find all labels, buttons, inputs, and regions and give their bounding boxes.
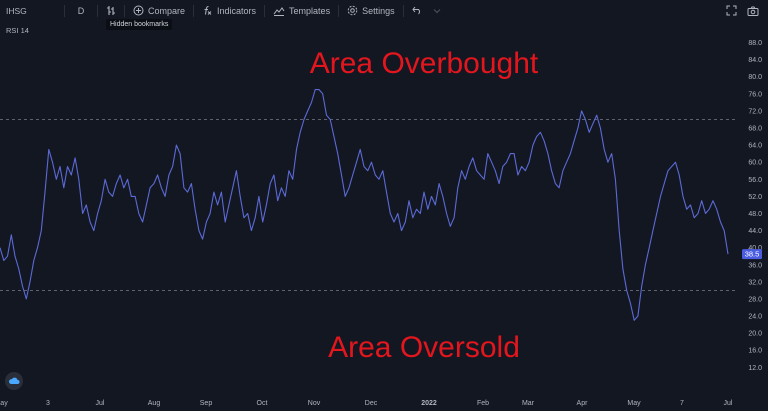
x-tick-label: May — [627, 400, 641, 407]
y-tick-label: 64.0 — [748, 143, 762, 150]
interval-button[interactable]: D — [68, 0, 94, 21]
x-tick-label: Mar — [522, 400, 535, 407]
interval-label: D — [77, 5, 85, 16]
time-axis[interactable]: ay 3 Jul Aug Sep Oct Nov Dec 2022 Feb Mar Apr May 7 Ju… — [0, 400, 733, 407]
x-tick-label: Aug — [148, 400, 161, 407]
x-tick-label: Oct — [257, 400, 268, 407]
symbol-label: IHSG — [6, 5, 27, 16]
x-tick-label: 3 — [46, 400, 50, 407]
y-tick-label: 36.0 — [748, 262, 762, 269]
y-tick-label: 12.0 — [748, 365, 762, 372]
compare-button[interactable]: Compare — [128, 0, 190, 21]
toolbar-divider — [124, 4, 125, 17]
fullscreen-icon — [726, 5, 737, 16]
toolbar-divider — [193, 4, 195, 17]
indicators-button[interactable]: Indicators — [197, 0, 261, 21]
y-tick-label: 80.0 — [748, 74, 762, 81]
chart-style-button[interactable] — [101, 0, 121, 21]
undo-button[interactable] — [407, 0, 428, 21]
undo-icon — [411, 6, 423, 15]
rsi-chart[interactable]: 88.0 84.0 80.0 76.0 72.0 68.0 64.0 60.0 56.0 52.0… — [0, 21, 768, 411]
gear-icon — [347, 5, 358, 16]
x-tick-label: Jul — [724, 400, 733, 407]
cloud-icon — [8, 372, 20, 390]
y-tick-label: 24.0 — [748, 314, 762, 321]
camera-icon — [747, 6, 759, 16]
templates-icon — [273, 6, 285, 16]
tooltip-text: Hidden bookmarks — [110, 21, 169, 28]
snapshot-button[interactable] — [742, 0, 764, 21]
x-tick-label: 2022 — [421, 400, 437, 407]
x-tick-label: Nov — [308, 400, 321, 407]
indicators-label: Indicators — [217, 5, 257, 16]
y-tick-label: 20.0 — [748, 331, 762, 338]
price-axis[interactable]: 88.0 84.0 80.0 76.0 72.0 68.0 64.0 60.0 56.0 52.0… — [748, 40, 762, 372]
y-tick-label: 48.0 — [748, 211, 762, 218]
x-tick-label: Feb — [477, 400, 489, 407]
hidden-bookmarks-tooltip: Hidden bookmarks — [106, 19, 173, 30]
toolbar-divider — [264, 4, 266, 17]
y-tick-label: 16.0 — [748, 348, 762, 355]
fullscreen-button[interactable] — [721, 0, 742, 21]
indicator-legend[interactable]: RSI 14 — [6, 26, 29, 35]
templates-label: Templates — [289, 5, 331, 16]
last-value-badge-bg — [742, 249, 762, 260]
rsi-series-line — [0, 89, 729, 321]
right-toolbar — [721, 0, 764, 21]
y-tick-label: 52.0 — [748, 194, 762, 201]
x-tick-label: Dec — [365, 400, 378, 407]
settings-label: Settings — [362, 5, 395, 16]
templates-button[interactable]: Templates — [268, 0, 335, 21]
y-tick-label: 68.0 — [748, 126, 762, 133]
top-toolbar: IHSG D Compare Indicators Templates Sett… — [0, 0, 768, 21]
y-tick-label: 44.0 — [748, 228, 762, 235]
y-tick-label: 56.0 — [748, 177, 762, 184]
cloud-sync-button[interactable] — [5, 372, 23, 390]
bar-style-icon — [106, 5, 116, 16]
indicator-label: RSI 14 — [6, 26, 29, 35]
y-tick-label: 40.0 — [748, 245, 762, 252]
settings-button[interactable]: Settings — [342, 0, 400, 21]
last-value-badge: 38.5 — [742, 249, 762, 260]
toolbar-divider — [402, 4, 404, 17]
y-tick-label: 72.0 — [748, 108, 762, 115]
x-tick-label: 7 — [680, 400, 684, 407]
y-tick-label: 88.0 — [748, 40, 762, 47]
redo-button[interactable] — [428, 0, 446, 21]
indicators-icon — [202, 5, 213, 16]
y-tick-label: 32.0 — [748, 279, 762, 286]
toolbar-divider — [64, 4, 65, 17]
x-tick-label: Jul — [96, 400, 105, 407]
redo-icon — [433, 8, 441, 14]
compare-label: Compare — [148, 5, 186, 16]
plus-circle-icon — [133, 5, 144, 16]
toolbar-divider — [97, 4, 98, 17]
y-tick-label: 28.0 — [748, 296, 762, 303]
symbol-search-button[interactable]: IHSG — [0, 0, 61, 21]
y-tick-label: 84.0 — [748, 57, 762, 64]
overbought-annotation: Area Overbought — [310, 47, 539, 80]
oversold-annotation: Area Oversold — [328, 331, 520, 364]
y-tick-label: 60.0 — [748, 160, 762, 167]
x-tick-label: ay — [0, 400, 8, 407]
price-scale-background — [738, 21, 768, 411]
toolbar-divider — [338, 4, 340, 17]
y-tick-label: 76.0 — [748, 91, 762, 98]
last-value-label: 38.5 — [745, 250, 760, 259]
x-tick-label: Sep — [200, 400, 213, 407]
x-tick-label: Apr — [577, 400, 589, 407]
reference-lines — [0, 119, 737, 291]
